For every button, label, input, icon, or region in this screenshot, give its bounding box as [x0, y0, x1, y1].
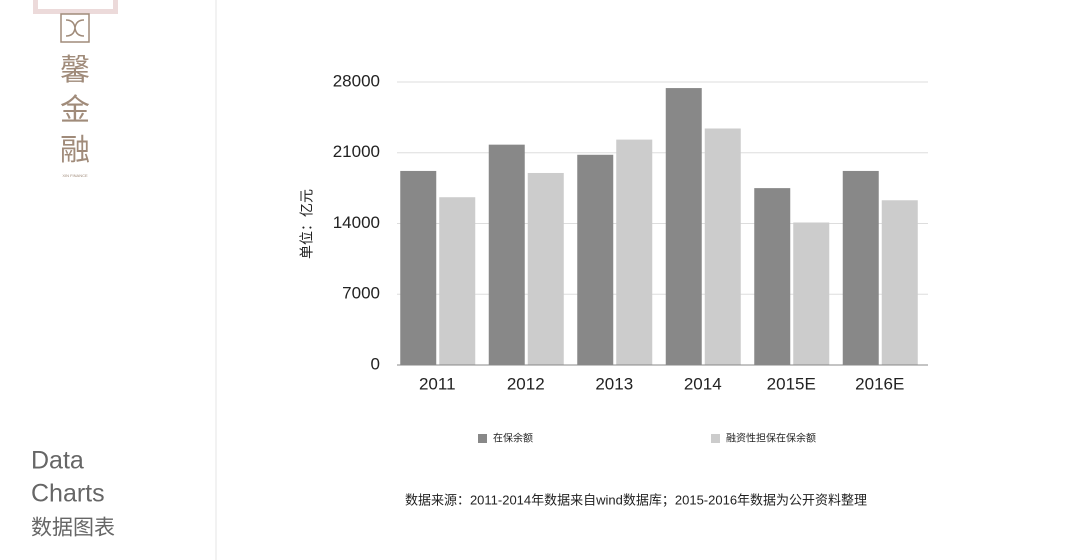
section-cn: 数据图表 — [31, 517, 115, 540]
y-tick-label: 21000 — [333, 142, 380, 161]
x-tick-label: 2011 — [419, 374, 456, 393]
logo-icon — [60, 13, 90, 43]
y-axis-label: 单位：亿元 — [299, 189, 315, 259]
section-en: Charts — [31, 480, 105, 508]
bar — [754, 188, 791, 365]
bar — [704, 128, 741, 365]
bar — [439, 197, 476, 365]
brand: 馨金融 — [60, 54, 90, 167]
y-tick-label: 28000 — [333, 71, 380, 90]
bar — [577, 154, 614, 365]
bar — [616, 139, 653, 365]
bar — [665, 88, 702, 366]
x-tick-label: 2015E — [767, 374, 816, 393]
x-tick-label: 2013 — [595, 374, 633, 393]
bar — [488, 144, 525, 365]
bar — [527, 172, 564, 365]
logo-frame-inner — [38, 0, 113, 9]
bar — [400, 170, 437, 365]
y-tick-label: 14000 — [333, 213, 380, 232]
legend-label: 在保余额 — [493, 432, 533, 445]
legend-swatch — [711, 434, 720, 443]
section-en: Data — [31, 447, 84, 475]
source-note: 数据来源：2011-2014年数据来自wind数据库；2015-2016年数据为… — [405, 492, 867, 508]
x-tick-label: 2014 — [684, 374, 722, 393]
bar — [842, 170, 879, 365]
x-tick-label: 2016E — [855, 374, 904, 393]
legend-swatch — [478, 434, 487, 443]
y-tick-label: 0 — [371, 354, 380, 373]
y-tick-label: 7000 — [342, 284, 380, 303]
legend-label: 融资性担保在保余额 — [726, 432, 816, 445]
x-tick-label: 2012 — [507, 374, 545, 393]
bar — [881, 200, 918, 365]
bar — [793, 222, 830, 365]
brand-en: XIN FINANCE — [62, 173, 88, 178]
